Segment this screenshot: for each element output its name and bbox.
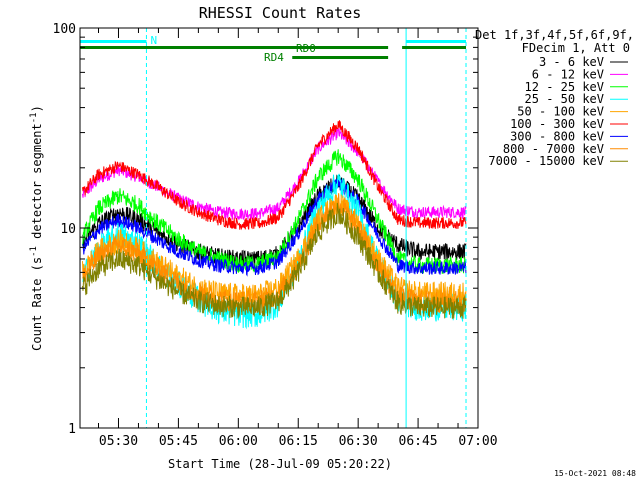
axes: 1 10 100 05:30 05:45 06:00 06:15 06:30 06:45 07:0… [53,22,498,449]
y-axis-label-part-5: ) [30,105,44,112]
plot-area [82,120,467,330]
rd4-bar-1 [292,56,389,59]
legend: Det 1f,3f,4f,5f,6f,9f, FDecim 1, Att 0 3… [475,28,634,168]
x-tick-label-7: 07:00 [458,434,497,449]
legend-header-line-1: Det 1f,3f,4f,5f,6f,9f, [475,28,634,42]
legend-label-2: 6 - 12 keV [532,67,604,81]
footer-timestamp: 15-Oct-2021 08:48 [554,469,636,478]
x-tick-label-4: 06:15 [279,434,318,449]
night-label: N [150,34,157,47]
y-axis-label-part-4: -1 [29,112,39,123]
rd0-label: RD0 [296,42,316,55]
legend-header-line-2: FDecim 1, Att 0 [522,41,630,55]
night-bar-1 [80,40,147,43]
x-tick-label-5: 06:30 [339,434,378,449]
legend-label-6: 100 - 300 keV [510,117,604,131]
legend-label-9: 7000 - 15000 keV [488,154,604,168]
y-tick-label-3: 100 [53,22,76,37]
rd4-label: RD4 [264,51,284,64]
night-bar-2 [406,40,467,43]
chart-title: RHESSI Count Rates [199,4,362,22]
y-tick-label-2: 10 [60,222,76,237]
x-tick-label-2: 05:45 [159,434,198,449]
x-tick-label-3: 06:00 [219,434,258,449]
legend-label-8: 800 - 7000 keV [503,142,604,156]
x-axis-label: Start Time (28-Jul-09 05:20:22) [168,457,392,471]
legend-label-1: 3 - 6 keV [539,55,604,69]
legend-label-7: 300 - 800 keV [510,129,604,143]
series-line-1 [82,174,467,269]
legend-label-4: 25 - 50 keV [525,92,604,106]
legend-label-5: 50 - 100 keV [517,105,604,119]
y-axis-label: Count Rate (s-1 detector segment-1) [29,105,44,351]
series-line-3 [82,149,467,275]
rd0-bar-1 [80,46,389,49]
series-line-6 [82,120,467,231]
legend-label-3: 12 - 25 keV [525,80,604,94]
series-line-7 [82,176,467,277]
rd0-bar-2 [402,46,467,49]
x-tick-label-1: 05:30 [99,434,138,449]
y-axis-label-part-1: Count Rate (s [30,257,44,351]
y-axis-label-part-3: detector segment [30,123,44,246]
y-axis-label-part-2: -1 [29,246,39,257]
x-tick-label-6: 06:45 [399,434,438,449]
y-tick-label-1: 1 [68,422,76,437]
